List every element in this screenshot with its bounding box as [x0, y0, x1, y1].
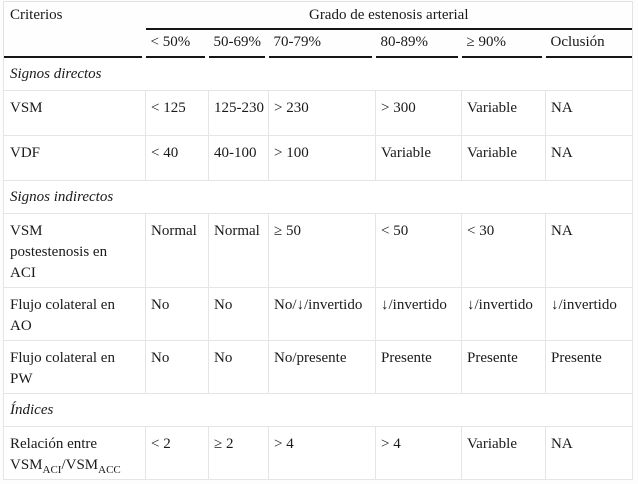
group-header-row: Criterios Grado de estenosis arterial — [3, 1, 633, 58]
cell-vsm-50-69: 125-230 — [208, 90, 269, 136]
row-label-flujo-pw: Flujo colateral en PW — [3, 340, 146, 394]
table-row-vdf: VDF < 40 40-100 > 100 Variable Variable … — [3, 135, 633, 181]
table-header: Criterios Grado de estenosis arterial < … — [3, 1, 633, 58]
cell-vsm-80-89: > 300 — [375, 90, 462, 136]
cell-post-oclusion: NA — [545, 213, 633, 288]
column-header-50-69: 50-69% — [208, 30, 269, 58]
row-label-vdf: VDF — [3, 135, 146, 181]
row-label-vsm: VSM — [3, 90, 146, 136]
column-header-70-79: 70-79% — [268, 30, 376, 58]
cell-vdf-lt50: < 40 — [145, 135, 209, 181]
cell-rel-oclusion: NA — [545, 426, 633, 480]
cell-post-70-79: ≥ 50 — [268, 213, 376, 288]
cell-rel-gte90: Variable — [461, 426, 546, 480]
column-header-80-89: 80-89% — [375, 30, 462, 58]
table-row-flujo-pw: Flujo colateral en PW No No No/presente … — [3, 340, 633, 394]
table-row-vsm: VSM < 125 125-230 > 230 > 300 Variable N… — [3, 90, 633, 136]
cell-post-80-89: < 50 — [375, 213, 462, 288]
table-row-vsm-postestenosis: VSM postestenosis en ACI Normal Normal ≥… — [3, 213, 633, 288]
cell-pw-gte90: Presente — [461, 340, 546, 394]
column-header-criterios: Criterios — [3, 1, 146, 58]
label-subscript-aci: ACI — [42, 464, 62, 476]
cell-vsm-oclusion: NA — [545, 90, 633, 136]
cell-pw-80-89: Presente — [375, 340, 462, 394]
cell-vsm-gte90: Variable — [461, 90, 546, 136]
label-text: Relación entre VSM — [10, 436, 98, 473]
cell-vdf-70-79: > 100 — [268, 135, 376, 181]
cell-ao-80-89: ↓/invertido — [375, 287, 462, 341]
section-row-signos-directos: Signos directos — [3, 58, 633, 91]
cell-rel-lt50: < 2 — [145, 426, 209, 480]
cell-vdf-80-89: Variable — [375, 135, 462, 181]
cell-ao-oclusion: ↓/invertido — [545, 287, 633, 341]
column-header-lt50: < 50% — [145, 30, 209, 58]
cell-ao-70-79: No/↓/invertido — [268, 287, 376, 341]
cell-ao-gte90: ↓/invertido — [461, 287, 546, 341]
cell-vdf-gte90: Variable — [461, 135, 546, 181]
cell-vsm-lt50: < 125 — [145, 90, 209, 136]
percent-header-row: < 50% 50-69% 70-79% 80-89% ≥ 90% Oclusió… — [4, 30, 633, 58]
cell-vsm-70-79: > 230 — [268, 90, 376, 136]
table-row-flujo-ao: Flujo colateral en AO No No No/↓/inverti… — [3, 287, 633, 341]
cell-post-gte90: < 30 — [461, 213, 546, 288]
cell-post-50-69: Normal — [208, 213, 269, 288]
column-header-oclusion: Oclusión — [545, 30, 633, 58]
cell-vdf-50-69: 40-100 — [208, 135, 269, 181]
cell-rel-70-79: > 4 — [268, 426, 376, 480]
cell-rel-80-89: > 4 — [375, 426, 462, 480]
cell-pw-70-79: No/presente — [268, 340, 376, 394]
label-subscript-acc: ACC — [98, 464, 121, 476]
cell-pw-50-69: No — [208, 340, 269, 394]
label-text: /VSM — [61, 457, 99, 473]
column-group-header: Grado de estenosis arterial — [145, 1, 633, 30]
row-label-vsm-postestenosis: VSM postestenosis en ACI — [3, 213, 146, 288]
row-label-relacion-vsm: Relación entre VSMACI/VSMACC — [3, 426, 146, 480]
cell-rel-50-69: ≥ 2 — [208, 426, 269, 480]
cell-post-lt50: Normal — [145, 213, 209, 288]
cell-ao-lt50: No — [145, 287, 209, 341]
table-body: Signos directos VSM < 125 125-230 > 230 … — [3, 58, 633, 480]
cell-vdf-oclusion: NA — [545, 135, 633, 181]
column-header-gte90: ≥ 90% — [461, 30, 546, 58]
row-label-flujo-ao: Flujo colateral en AO — [3, 287, 146, 341]
section-title-signos-directos: Signos directos — [3, 58, 633, 91]
section-row-indices: Índices — [3, 393, 633, 427]
cell-pw-lt50: No — [145, 340, 209, 394]
stenosis-criteria-table: Criterios Grado de estenosis arterial < … — [3, 1, 633, 480]
cell-pw-oclusion: Presente — [545, 340, 633, 394]
cell-ao-50-69: No — [208, 287, 269, 341]
section-title-signos-indirectos: Signos indirectos — [3, 180, 633, 214]
table-row-relacion-vsm: Relación entre VSMACI/VSMACC < 2 ≥ 2 > 4… — [3, 426, 633, 480]
section-row-signos-indirectos: Signos indirectos — [3, 180, 633, 214]
section-title-indices: Índices — [3, 393, 633, 427]
